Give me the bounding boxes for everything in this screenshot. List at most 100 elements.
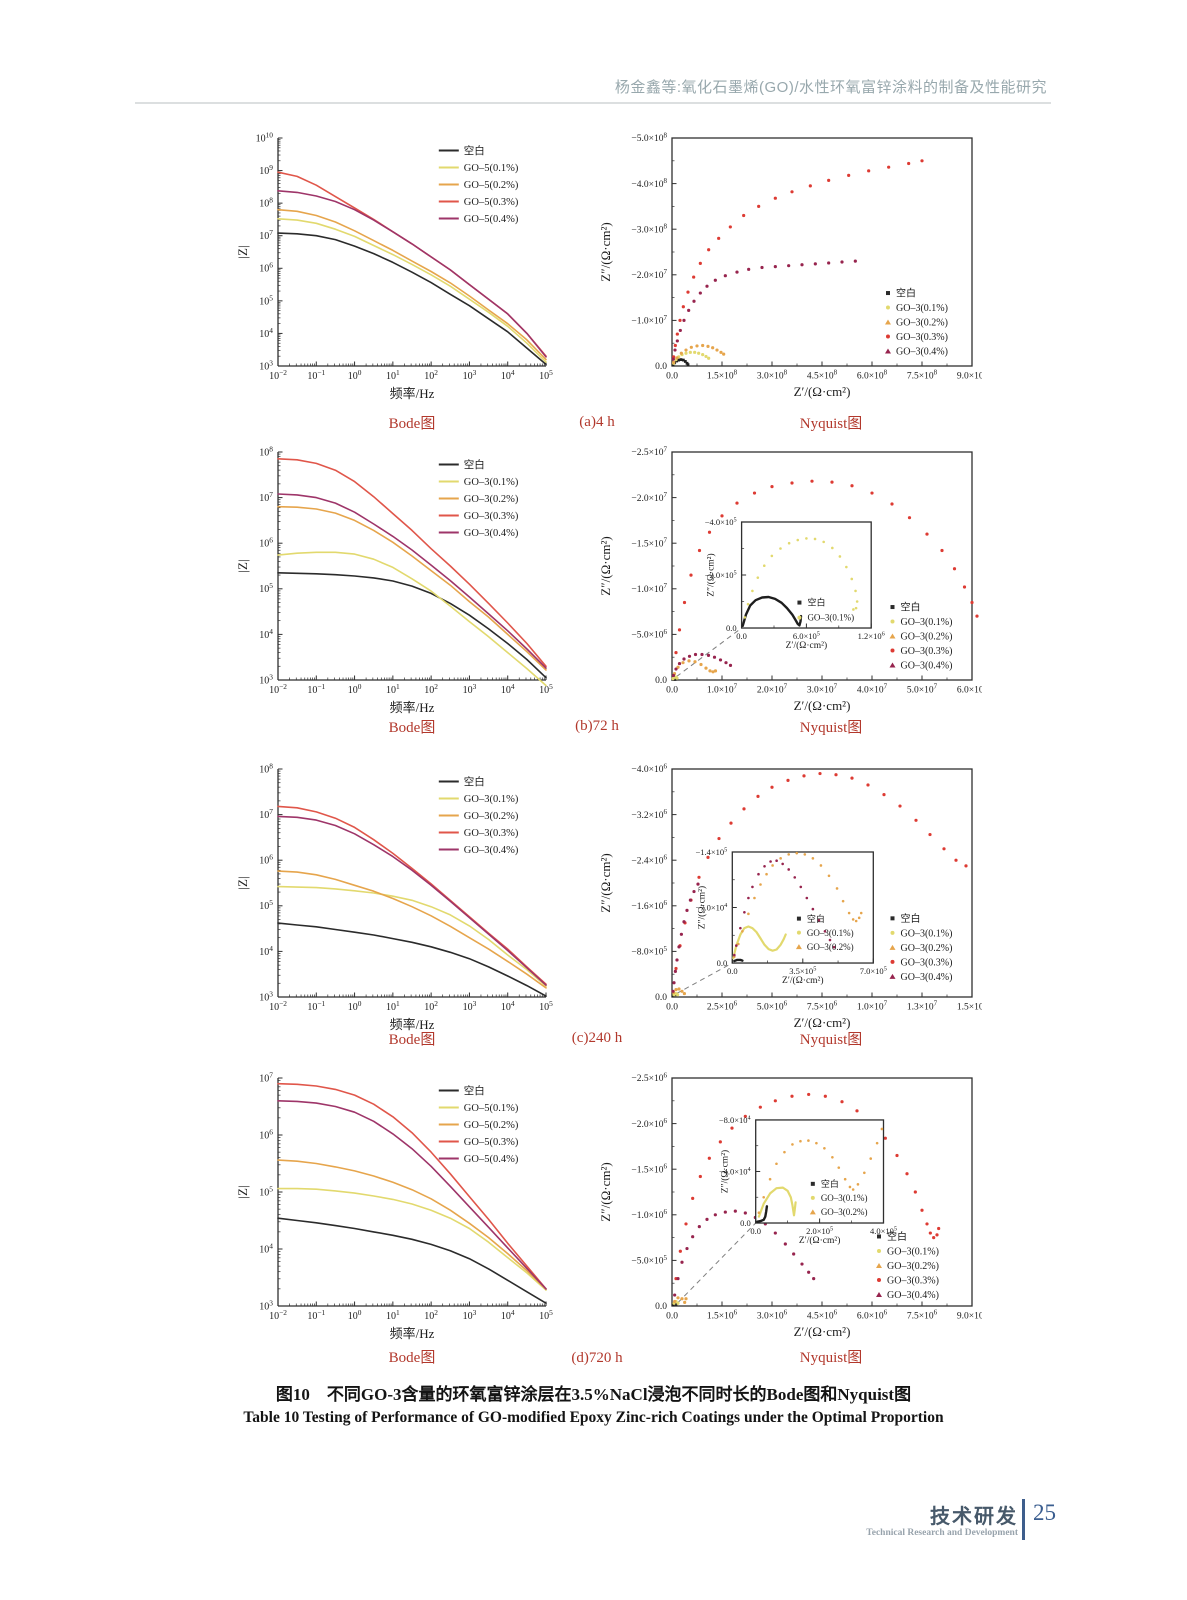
svg-text:GO–3(0.3%): GO–3(0.3%) <box>901 646 953 657</box>
svg-text:105: 105 <box>259 1184 273 1198</box>
svg-text:104: 104 <box>501 682 515 696</box>
svg-text:6.0×108: 6.0×108 <box>857 369 888 382</box>
svg-text:1.5×107: 1.5×107 <box>957 1000 982 1013</box>
svg-text:1.0×107: 1.0×107 <box>707 683 738 696</box>
svg-text:6.0×106: 6.0×106 <box>857 1309 888 1322</box>
svg-text:102: 102 <box>424 1308 438 1322</box>
svg-text:104: 104 <box>501 999 515 1013</box>
svg-text:GO–3(0.2%): GO–3(0.2%) <box>821 1207 868 1217</box>
svg-text:GO–3(0.2%): GO–3(0.2%) <box>901 632 953 643</box>
svg-text:−1.5×107: −1.5×107 <box>631 537 667 550</box>
svg-text:10−1: 10−1 <box>307 1308 325 1322</box>
svg-text:Z′/(Ω·cm²): Z′/(Ω·cm²) <box>799 1235 841 1246</box>
svg-text:|Z|: |Z| <box>235 245 250 258</box>
figure-caption-en: Table 10 Testing of Performance of GO-mo… <box>243 1409 944 1426</box>
svg-text:1.2×106: 1.2×106 <box>858 631 885 641</box>
svg-text:6.0×107: 6.0×107 <box>957 683 982 696</box>
svg-text:GO–3(0.1%): GO–3(0.1%) <box>896 303 948 314</box>
svg-text:108: 108 <box>259 196 273 210</box>
svg-text:108: 108 <box>259 761 273 775</box>
caption-bode-c: Bode图 <box>388 1032 436 1048</box>
svg-text:GO–3(0.1%): GO–3(0.1%) <box>901 617 953 628</box>
svg-text:空白: 空白 <box>807 597 825 608</box>
svg-text:−5.0×106: −5.0×106 <box>631 628 667 641</box>
svg-text:100: 100 <box>348 999 362 1013</box>
svg-text:101: 101 <box>386 368 400 382</box>
svg-text:GO–5(0.2%): GO–5(0.2%) <box>464 1120 519 1131</box>
svg-text:104: 104 <box>259 326 273 340</box>
svg-text:106: 106 <box>259 261 273 275</box>
svg-text:0.0: 0.0 <box>666 1002 678 1012</box>
svg-text:105: 105 <box>259 293 273 307</box>
svg-text:−3.0×108: −3.0×108 <box>631 223 667 236</box>
svg-text:−2.0×106: −2.0×106 <box>631 1117 667 1130</box>
svg-text:−1.5×106: −1.5×106 <box>631 1163 667 1176</box>
svg-text:7.5×106: 7.5×106 <box>907 1309 938 1322</box>
svg-text:−2.4×106: −2.4×106 <box>631 854 667 867</box>
svg-text:106: 106 <box>259 536 273 550</box>
svg-text:105: 105 <box>539 368 553 382</box>
svg-text:−7.0×104: −7.0×104 <box>695 902 728 912</box>
svg-text:空白: 空白 <box>901 912 921 925</box>
svg-text:Z″/(Ω·cm²): Z″/(Ω·cm²) <box>706 553 717 596</box>
svg-text:107: 107 <box>259 1070 273 1084</box>
svg-text:105: 105 <box>539 999 553 1013</box>
svg-text:空白: 空白 <box>821 1178 839 1189</box>
svg-text:空白: 空白 <box>901 601 921 614</box>
svg-text:10−2: 10−2 <box>269 682 287 696</box>
caption-time-d: (d)720 h <box>571 1350 623 1366</box>
svg-text:空白: 空白 <box>464 458 485 471</box>
svg-text:空白: 空白 <box>464 144 485 157</box>
svg-text:GO–3(0.3%): GO–3(0.3%) <box>896 332 948 343</box>
svg-text:107: 107 <box>259 228 273 242</box>
svg-text:0.0: 0.0 <box>666 371 678 381</box>
svg-text:GO–3(0.1%): GO–3(0.1%) <box>887 1246 939 1257</box>
svg-text:0.0: 0.0 <box>655 1302 667 1312</box>
svg-text:109: 109 <box>259 163 273 177</box>
svg-text:10−2: 10−2 <box>269 1308 287 1322</box>
svg-text:−2.0×107: −2.0×107 <box>631 268 667 281</box>
svg-text:Z′/(Ω·cm²): Z′/(Ω·cm²) <box>782 975 824 986</box>
svg-text:−1.6×106: −1.6×106 <box>631 899 667 912</box>
svg-text:2.0×105: 2.0×105 <box>806 1226 833 1236</box>
svg-text:Z″/(Ω·cm²): Z″/(Ω·cm²) <box>598 1162 613 1221</box>
svg-text:1.0×107: 1.0×107 <box>857 1000 888 1013</box>
svg-text:102: 102 <box>424 682 438 696</box>
svg-text:0.0: 0.0 <box>666 1311 678 1321</box>
svg-text:10−2: 10−2 <box>269 368 287 382</box>
svg-text:105: 105 <box>259 898 273 912</box>
svg-text:101: 101 <box>386 1308 400 1322</box>
svg-text:频率/Hz: 频率/Hz <box>390 386 435 401</box>
svg-text:−1.4×105: −1.4×105 <box>695 846 727 856</box>
running-head: 杨金鑫等:氧化石墨烯(GO)/水性环氧富锌涂料的制备及性能研究 <box>614 79 1047 96</box>
svg-text:−1.0×106: −1.0×106 <box>631 1208 667 1221</box>
svg-text:106: 106 <box>259 853 273 867</box>
caption-time-c: (c)240 h <box>571 1030 623 1046</box>
svg-text:GO–5(0.3%): GO–5(0.3%) <box>464 197 519 208</box>
svg-text:Z′/(Ω·cm²): Z′/(Ω·cm²) <box>794 1324 851 1339</box>
svg-text:GO–5(0.1%): GO–5(0.1%) <box>464 1103 519 1114</box>
svg-text:0.0: 0.0 <box>736 631 747 641</box>
svg-text:6.0×105: 6.0×105 <box>793 631 820 641</box>
svg-text:105: 105 <box>539 1308 553 1322</box>
svg-text:GO–3(0.4%): GO–3(0.4%) <box>887 1290 939 1301</box>
svg-text:107: 107 <box>259 490 273 504</box>
svg-text:9.0×108: 9.0×108 <box>957 369 982 382</box>
svg-text:Z′/(Ω·cm²): Z′/(Ω·cm²) <box>794 384 851 399</box>
svg-text:103: 103 <box>463 1308 477 1322</box>
svg-text:4.0×107: 4.0×107 <box>857 683 888 696</box>
svg-text:频率/Hz: 频率/Hz <box>390 1017 435 1032</box>
caption-nyquist-c: Nyquist图 <box>799 1032 863 1048</box>
svg-text:5.0×106: 5.0×106 <box>757 1000 788 1013</box>
footer-section-cn: 技术研发 <box>930 1506 1018 1528</box>
svg-text:空白: 空白 <box>896 287 916 300</box>
svg-text:105: 105 <box>539 682 553 696</box>
nyquist-chart-720h: 0.0 1.5×106 3.0×106 4.5×106 6.0×106 7.5×106 9.… <box>598 1071 982 1339</box>
svg-text:GO–3(0.3%): GO–3(0.3%) <box>901 957 953 968</box>
svg-text:107: 107 <box>259 807 273 821</box>
caption-nyquist-a: Nyquist图 <box>799 416 863 432</box>
svg-text:100: 100 <box>348 368 362 382</box>
svg-text:GO–3(0.3%): GO–3(0.3%) <box>887 1275 939 1286</box>
svg-text:Z′/(Ω·cm²): Z′/(Ω·cm²) <box>786 640 828 651</box>
svg-text:10−1: 10−1 <box>307 999 325 1013</box>
